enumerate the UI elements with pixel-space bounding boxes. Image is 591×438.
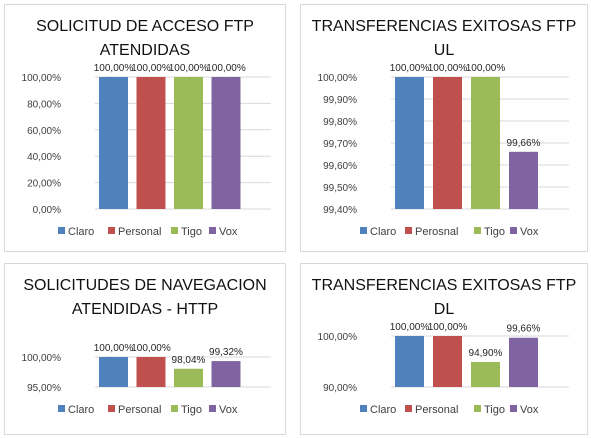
chart-panel-ftp-dl: TRANSFERENCIAS EXITOSAS FTP DL 90,00% 100…: [300, 263, 588, 435]
bar-vox: [509, 337, 538, 387]
legend-label: Personal: [415, 404, 458, 416]
y-tick-label: 99,50%: [323, 183, 357, 194]
legend-label: Vox: [219, 226, 238, 238]
legend-label: Vox: [520, 404, 539, 416]
bar-perosnal: [433, 77, 462, 209]
chart-plot: 99,40% 99,50% 99,60% 99,70% 99,80% 99,90% 100,…: [318, 63, 569, 238]
legend-swatch: [405, 405, 412, 412]
legend-swatch: [360, 227, 367, 234]
legend-label: Personal: [118, 404, 161, 416]
bar-claro: [99, 357, 128, 387]
y-tick-label: 90,00%: [323, 383, 357, 394]
bar-tigo: [174, 368, 203, 387]
chart-title: SOLICITUD DE ACCESO FTP ATENDIDAS: [36, 18, 254, 59]
bar-vox: [211, 361, 241, 387]
legend-label: Claro: [370, 404, 396, 416]
y-tick-label: 99,80%: [323, 117, 357, 128]
bar-personal: [433, 336, 462, 387]
chart-title: TRANSFERENCIAS EXITOSAS FTP UL: [311, 18, 577, 59]
data-label: 100,00%: [169, 63, 209, 74]
legend-label: Claro: [370, 226, 396, 238]
data-label: 100,00%: [131, 343, 171, 354]
data-label: 100,00%: [390, 322, 430, 333]
bar-vox: [211, 77, 241, 209]
legend-swatch: [108, 405, 115, 412]
legend-label: Claro: [68, 404, 94, 416]
chart-panel-ftp-ul: TRANSFERENCIAS EXITOSAS FTP UL 99,40% 99,…: [300, 4, 588, 252]
legend-label: Personal: [118, 226, 161, 238]
y-tick-label: 99,70%: [323, 139, 357, 150]
legend-label: Tigo: [484, 226, 505, 238]
legend-label: Perosnal: [415, 226, 458, 238]
legend-label: Tigo: [181, 404, 202, 416]
chart-title: TRANSFERENCIAS EXITOSAS FTP DL: [311, 277, 577, 318]
bar-claro: [395, 77, 424, 209]
y-tick-label: 40,00%: [27, 152, 61, 163]
legend-swatch: [360, 405, 367, 412]
y-tick-label: 100,00%: [22, 73, 62, 84]
legend-swatch: [108, 227, 115, 234]
chart-plot: 95,00%100,00%100,00%100,00%98,04%99,32%C…: [22, 343, 271, 416]
chart-plot: 90,00%100,00%100,00%100,00%94,90%99,66%C…: [318, 322, 569, 416]
legend-swatch: [171, 227, 178, 234]
bar-tigo: [471, 362, 500, 387]
chart-panel-ftp-access: SOLICITUD DE ACCESO FTP ATENDIDAS 0,00% 2…: [4, 4, 286, 252]
y-tick-label: 99,90%: [323, 95, 357, 106]
data-label: 100,00%: [428, 322, 468, 333]
bar-claro: [99, 77, 128, 209]
y-tick-label: 80,00%: [27, 99, 61, 110]
data-label: 100,00%: [94, 343, 134, 354]
bar-claro: [395, 336, 424, 387]
chart-plot: 0,00%20,00%40,00%60,00%80,00%100,00%100,…: [22, 63, 271, 238]
bar-vox: [509, 151, 538, 209]
data-label: 99,66%: [507, 138, 541, 149]
legend-label: Tigo: [484, 404, 505, 416]
y-tick-label: 100,00%: [318, 332, 358, 343]
y-tick-label: 60,00%: [27, 126, 61, 137]
legend-swatch: [58, 227, 65, 234]
bar-personal: [136, 77, 166, 209]
legend-swatch: [510, 227, 517, 234]
legend-swatch: [510, 405, 517, 412]
chart-title: SOLICITUDES DE NAVEGACION ATENDIDAS - HT…: [23, 277, 267, 318]
chart-panel-http-navigation: SOLICITUDES DE NAVEGACION ATENDIDAS - HT…: [4, 263, 286, 435]
legend-swatch: [209, 405, 216, 412]
data-label: 100,00%: [94, 63, 134, 74]
legend-swatch: [474, 227, 481, 234]
y-tick-label: 95,00%: [27, 383, 61, 394]
y-tick-label: 0,00%: [33, 205, 61, 216]
y-tick-label: 99,60%: [323, 161, 357, 172]
legend-swatch: [474, 405, 481, 412]
legend-swatch: [405, 227, 412, 234]
data-label: 99,66%: [507, 324, 541, 335]
data-label: 98,04%: [172, 355, 206, 366]
data-label: 100,00%: [206, 63, 246, 74]
bar-personal: [136, 357, 166, 387]
y-tick-label: 100,00%: [22, 353, 62, 364]
data-label: 94,90%: [469, 348, 503, 359]
legend-swatch: [58, 405, 65, 412]
y-tick-label: 20,00%: [27, 179, 61, 190]
data-label: 99,32%: [209, 347, 243, 358]
legend-label: Vox: [520, 226, 539, 238]
y-tick-label: 100,00%: [318, 73, 358, 84]
data-label: 100,00%: [390, 63, 430, 74]
legend-swatch: [171, 405, 178, 412]
bar-tigo: [471, 77, 500, 209]
bar-tigo: [174, 77, 203, 209]
y-tick-label: 99,40%: [323, 205, 357, 216]
data-label: 100,00%: [466, 63, 506, 74]
legend-label: Tigo: [181, 226, 202, 238]
legend-label: Claro: [68, 226, 94, 238]
data-label: 100,00%: [131, 63, 171, 74]
data-label: 100,00%: [428, 63, 468, 74]
legend-swatch: [209, 227, 216, 234]
legend-label: Vox: [219, 404, 238, 416]
